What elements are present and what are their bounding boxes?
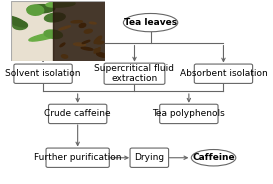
Ellipse shape bbox=[123, 13, 178, 32]
Text: Drying: Drying bbox=[134, 153, 164, 162]
Text: Supercritical fluid
extraction: Supercritical fluid extraction bbox=[94, 64, 174, 83]
Text: Tea polyphenols: Tea polyphenols bbox=[153, 109, 225, 118]
Text: Absorbent isolation: Absorbent isolation bbox=[180, 69, 267, 78]
Text: Tea leaves: Tea leaves bbox=[124, 18, 177, 27]
FancyBboxPatch shape bbox=[160, 104, 218, 124]
FancyBboxPatch shape bbox=[49, 104, 107, 124]
Text: Solvent isolation: Solvent isolation bbox=[5, 69, 81, 78]
FancyBboxPatch shape bbox=[130, 148, 169, 167]
FancyBboxPatch shape bbox=[104, 63, 165, 84]
FancyBboxPatch shape bbox=[194, 64, 253, 83]
Text: Further purification: Further purification bbox=[34, 153, 121, 162]
FancyBboxPatch shape bbox=[14, 64, 72, 83]
Ellipse shape bbox=[191, 150, 236, 166]
FancyBboxPatch shape bbox=[46, 148, 109, 167]
Text: Caffeine: Caffeine bbox=[192, 153, 235, 162]
Text: Crude caffeine: Crude caffeine bbox=[44, 109, 111, 118]
